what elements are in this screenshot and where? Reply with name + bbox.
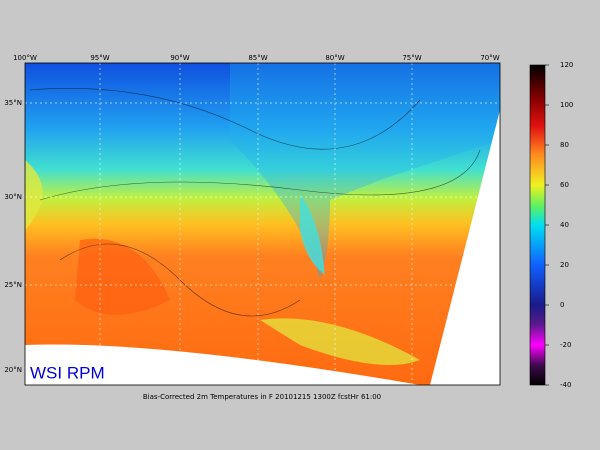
latitude-label: 20°N: [4, 366, 22, 374]
caption: Bias-Corrected 2m Temperatures in F 2010…: [143, 393, 381, 401]
temperature-field: [25, 63, 500, 385]
longitude-label: 90°W: [170, 54, 189, 62]
colorbar-tick-label: 40: [560, 221, 569, 229]
colorbar-tick-label: -20: [560, 341, 571, 349]
map-frame: [24, 62, 501, 386]
longitude-label: 100°W: [13, 54, 37, 62]
colorbar-tick-label: 60: [560, 181, 569, 189]
latitude-label: 25°N: [4, 281, 22, 289]
colorbar-tick-label: 80: [560, 141, 569, 149]
colorbar-tick-label: 20: [560, 261, 569, 269]
colorbar-tick-label: 120: [560, 61, 573, 69]
longitude-label: 85°W: [248, 54, 267, 62]
latitude-label: 30°N: [4, 193, 22, 201]
brand: WSI RPM: [30, 363, 105, 382]
colorbar-tick-label: 0: [560, 301, 564, 309]
colorbar-tick-label: -40: [560, 381, 571, 389]
latitude-label: 35°N: [4, 99, 22, 107]
longitude-label: 75°W: [402, 54, 421, 62]
colorbar: [529, 64, 546, 386]
longitude-label: 95°W: [90, 54, 109, 62]
colorbar-tick-label: 100: [560, 101, 573, 109]
longitude-label: 80°W: [325, 54, 344, 62]
longitude-label: 70°W: [480, 54, 499, 62]
